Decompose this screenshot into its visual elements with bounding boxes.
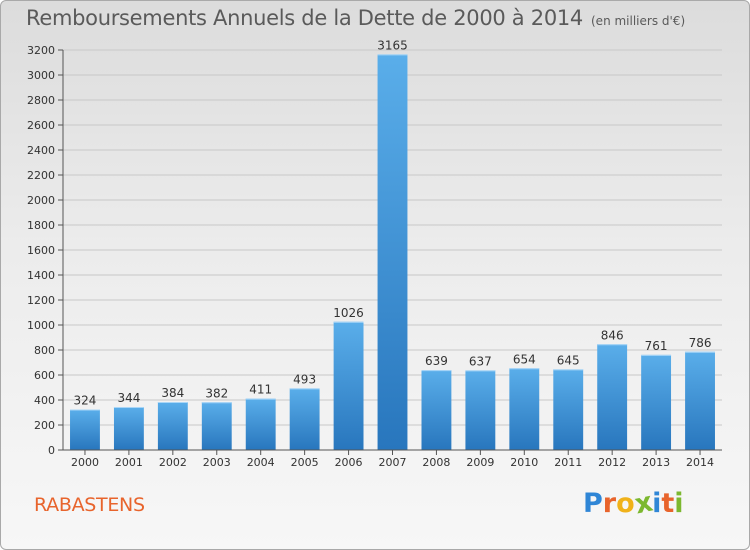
y-tick-label: 1800	[27, 219, 55, 232]
data-label: 637	[469, 354, 492, 368]
bar-2007	[377, 54, 408, 450]
city-name: RABASTENS	[34, 494, 145, 516]
y-tick-label: 800	[34, 344, 55, 357]
logo-letter: r	[602, 488, 617, 519]
x-tick-label: 2014	[686, 456, 714, 469]
logo-letter: i	[674, 488, 684, 519]
y-tick-label: 1400	[27, 269, 55, 282]
data-label: 3165	[377, 38, 408, 52]
x-tick-label: 2002	[159, 456, 187, 469]
y-tick-label: 2400	[27, 144, 55, 157]
chart-title: Remboursements Annuels de la Dette de 20…	[26, 6, 583, 30]
bar-2014	[685, 351, 715, 450]
bar-2010	[509, 368, 540, 450]
x-tick-label: 2012	[598, 456, 626, 469]
logo-letter: t	[661, 488, 675, 519]
bar-2004	[245, 398, 276, 450]
data-label: 384	[161, 386, 184, 400]
data-label: 344	[117, 391, 140, 405]
x-tick-label: 2003	[203, 456, 231, 469]
logo-letter: o	[616, 488, 635, 519]
bar-2006	[333, 321, 364, 450]
x-tick-label: 2000	[71, 456, 99, 469]
data-label: 411	[249, 383, 272, 397]
bar-2012	[597, 344, 628, 450]
data-label: 645	[557, 353, 580, 367]
y-tick-label: 1000	[27, 319, 55, 332]
x-tick-label: 2011	[554, 456, 582, 469]
y-tick-label: 2200	[27, 169, 55, 182]
data-label: 846	[601, 328, 624, 342]
data-label: 639	[425, 354, 448, 368]
bar-2005	[289, 388, 320, 450]
y-tick-label: 200	[34, 419, 55, 432]
bar-2008	[421, 370, 452, 450]
x-tick-label: 2007	[379, 456, 407, 469]
logo-letter: i	[652, 488, 662, 519]
bar-2013	[641, 354, 672, 450]
y-tick-label: 3200	[27, 44, 55, 57]
x-tick-label: 2004	[247, 456, 275, 469]
y-tick-label: 3000	[27, 69, 55, 82]
y-tick-label: 1600	[27, 244, 55, 257]
data-label: 382	[205, 386, 228, 400]
bar-2011	[553, 369, 584, 450]
x-tick-label: 2008	[422, 456, 450, 469]
chart-subtitle: (en milliers d'€)	[591, 14, 686, 28]
x-tick-label: 2006	[335, 456, 363, 469]
y-tick-label: 600	[34, 369, 55, 382]
bar-2002	[157, 402, 188, 450]
y-tick-label: 400	[34, 394, 55, 407]
y-tick-label: 2000	[27, 194, 55, 207]
bar-2003	[201, 402, 232, 450]
y-tick-label: 2600	[27, 119, 55, 132]
data-label: 761	[645, 339, 668, 353]
x-tick-label: 2001	[115, 456, 143, 469]
x-tick-label: 2010	[510, 456, 538, 469]
x-tick-label: 2009	[466, 456, 494, 469]
axes: 0 200 400 600 800 1000 1200 1400 1600 1800 2000 220…	[27, 44, 722, 469]
data-label: 654	[513, 352, 536, 366]
x-tick-label: 2013	[642, 456, 670, 469]
bar-2000	[70, 409, 100, 450]
data-label: 786	[689, 336, 712, 350]
data-label: 324	[74, 394, 97, 408]
data-label: 1026	[333, 306, 364, 320]
chart-title-block: Remboursements Annuels de la Dette de 20…	[26, 6, 685, 30]
y-tick-label: 0	[48, 444, 55, 457]
y-tick-label: 2800	[27, 94, 55, 107]
data-label: 493	[293, 372, 316, 386]
y-tick-label: 1200	[27, 294, 55, 307]
logo-letter: P	[583, 488, 603, 519]
bars: 324 344 384 382 411 493 1026 3165 639 637 654 645 84…	[70, 38, 715, 450]
x-tick-label: 2005	[291, 456, 319, 469]
bar-2001	[113, 407, 144, 450]
proxiti-logo[interactable]: Proxiti	[583, 487, 684, 521]
bar-2009	[465, 370, 496, 450]
